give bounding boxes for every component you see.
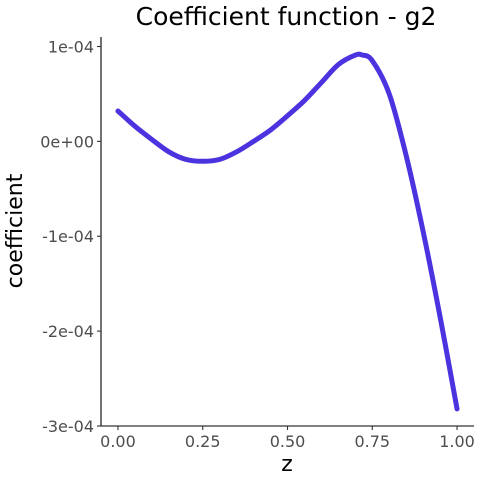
x-tick-label: 0.50 xyxy=(270,432,306,451)
x-axis-title: z xyxy=(281,452,293,477)
x-tick-label: 0.75 xyxy=(354,432,390,451)
y-tick-label: -3e-04 xyxy=(42,417,94,436)
y-tick-label: 1e-04 xyxy=(48,37,94,56)
y-tick-label: 0e+00 xyxy=(40,132,94,151)
plot-area xyxy=(115,51,460,412)
x-axis-ticks: 0.00 0.25 0.50 0.75 1.00 xyxy=(100,426,475,451)
y-axis-ticks: 1e-04 0e+00 -1e-04 -2e-04 -3e-04 xyxy=(40,37,101,436)
chart-title: Coefficient function - g2 xyxy=(136,2,437,31)
series-line xyxy=(115,51,460,412)
x-tick-label: 0.25 xyxy=(185,432,221,451)
y-tick-label: -2e-04 xyxy=(42,322,94,341)
x-tick-label: 1.00 xyxy=(439,432,475,451)
y-axis-title: coefficient xyxy=(3,173,28,288)
x-tick-label: 0.00 xyxy=(100,432,136,451)
y-tick-label: -1e-04 xyxy=(42,227,94,246)
